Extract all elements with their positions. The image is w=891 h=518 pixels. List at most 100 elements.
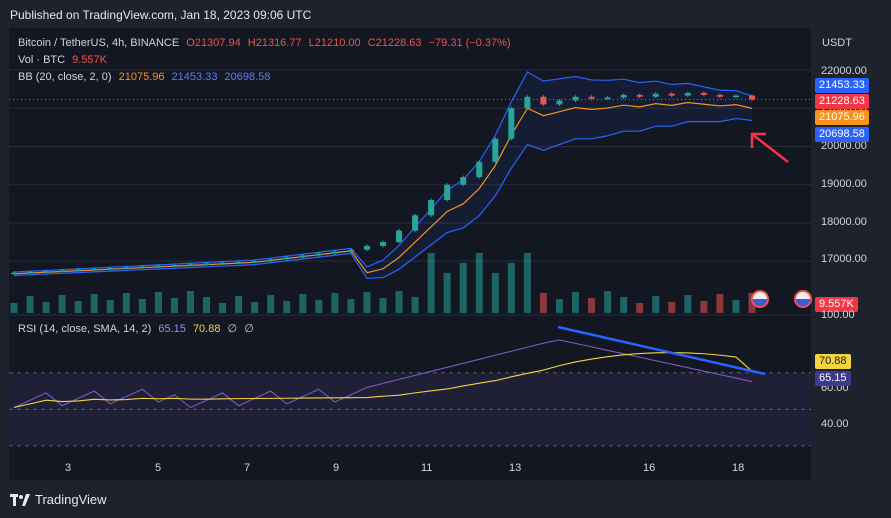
candle-body	[428, 200, 435, 216]
volume-bar	[154, 292, 162, 313]
footer-brand[interactable]: TradingView	[10, 492, 107, 507]
volume-bar	[379, 298, 387, 313]
candle-body	[203, 263, 210, 265]
volume-bar	[42, 302, 50, 313]
rsi-sma-line	[13, 352, 753, 409]
candle-body	[412, 215, 419, 231]
bb-basis-value: 21075.96	[118, 71, 165, 83]
volume-bar	[507, 263, 515, 313]
ohlc-low: L21210.00	[308, 37, 361, 49]
x-tick: 13	[509, 462, 522, 474]
volume-bar	[475, 253, 483, 313]
candle-body	[267, 259, 274, 262]
candle-body	[604, 97, 611, 100]
candle-body	[27, 271, 34, 274]
volume-bar	[186, 291, 194, 313]
candle-body	[396, 230, 403, 243]
lower-band-badge: 20698.58	[815, 127, 869, 142]
volume-bar	[347, 299, 355, 313]
candle-body	[299, 255, 306, 258]
currency-label: USDT	[822, 37, 852, 49]
volume-bar	[459, 263, 467, 313]
candle-body	[155, 265, 162, 268]
candle-body	[620, 94, 627, 98]
volume-bar	[636, 303, 644, 313]
x-tick: 9	[333, 462, 340, 474]
x-tick: 3	[65, 462, 72, 474]
bb-legend[interactable]: BB (20, close, 2, 0) 21075.96 21453.33 2…	[18, 71, 274, 83]
volume-bar	[90, 294, 98, 313]
us-flag-icon[interactable]	[794, 290, 812, 308]
rsi-legend[interactable]: RSI (14, close, SMA, 14, 2) 65.15 70.88 …	[18, 322, 258, 335]
volume-bar	[26, 296, 34, 313]
volume-value: 9.557K	[72, 54, 108, 66]
x-tick: 11	[421, 462, 433, 474]
ohlc-high: H21316.77	[247, 37, 302, 49]
tradingview-logo-icon	[10, 493, 30, 506]
candle-body	[556, 100, 563, 105]
candle-body	[652, 93, 659, 97]
x-tick: 5	[155, 462, 162, 474]
volume-label: Vol · BTC	[18, 54, 66, 66]
volume-bar	[427, 253, 435, 313]
volume-bar	[411, 297, 419, 313]
price-tick: 20000.00	[821, 140, 867, 152]
annotation-arrow-head	[750, 132, 766, 148]
rsi-sma-value: 70.88	[192, 323, 221, 335]
symbol-legend[interactable]: Bitcoin / TetherUS, 4h, BINANCE O21307.9…	[18, 37, 515, 49]
basis-badge: 21075.96	[815, 110, 869, 125]
candle-body	[749, 95, 755, 100]
rsi-trendline	[557, 325, 766, 376]
last-price-badge: 21228.63	[815, 94, 869, 109]
volume-bar	[267, 295, 275, 313]
candle-body	[700, 92, 707, 95]
rsi-value: 65.15	[158, 323, 186, 335]
volume-bar	[219, 303, 227, 313]
ohlc-change: −79.31 (−0.37%)	[428, 37, 511, 49]
volume-bar	[331, 293, 339, 313]
candle-body	[331, 251, 338, 254]
candle-body	[460, 177, 467, 185]
volume-legend[interactable]: Vol · BTC 9.557K	[18, 54, 111, 66]
candle-body	[171, 265, 178, 267]
candle-body	[123, 267, 130, 269]
bollinger-lower-line	[13, 117, 753, 279]
candle-body	[636, 94, 643, 97]
volume-bar	[235, 296, 243, 313]
price-tick: 22000.00	[821, 65, 867, 77]
candle-body	[524, 96, 531, 109]
volume-bar	[283, 301, 291, 313]
volume-bar	[700, 301, 708, 313]
x-tick: 7	[244, 462, 251, 474]
bollinger-fill	[14, 71, 752, 279]
chart-area[interactable]	[9, 28, 811, 480]
candle-body	[508, 108, 515, 139]
ohlc-open: O21307.94	[186, 37, 241, 49]
candle-body	[91, 268, 98, 271]
volume-bar	[203, 297, 211, 313]
volume-bar	[363, 292, 371, 313]
volume-bar	[443, 273, 451, 313]
volume-bar	[299, 294, 307, 313]
volume-bar	[170, 298, 178, 313]
candle-body	[283, 257, 290, 260]
x-tick: 18	[732, 462, 745, 474]
ohlc-close: C21228.63	[367, 37, 422, 49]
annotation-arrow-shaft	[751, 133, 789, 163]
us-flag-icon[interactable]	[751, 290, 769, 308]
candle-body	[540, 96, 547, 105]
bollinger-basis-line	[13, 101, 753, 275]
candle-body	[476, 161, 483, 178]
candle-body	[187, 264, 194, 266]
price-tick: 19000.00	[821, 178, 867, 190]
volume-bar	[604, 291, 612, 313]
volume-bar	[395, 291, 403, 313]
candle-body	[107, 268, 114, 270]
published-label: Published on TradingView.com, Jan 18, 20…	[10, 8, 312, 22]
candle-body	[444, 184, 451, 200]
volume-bar	[732, 300, 740, 313]
candle-body	[219, 262, 226, 265]
rsi-tick: 40.00	[821, 418, 849, 430]
